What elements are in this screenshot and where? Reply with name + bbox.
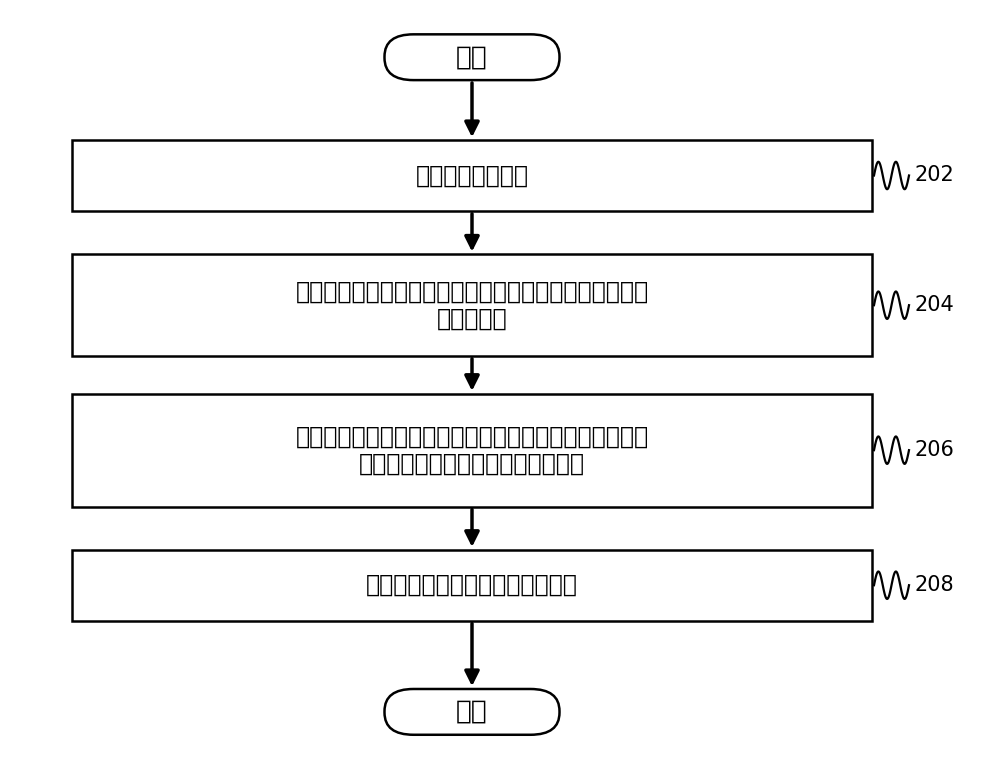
FancyBboxPatch shape: [384, 34, 559, 80]
Text: 获取第四视频图像: 获取第四视频图像: [416, 163, 528, 188]
Text: 开始: 开始: [456, 44, 488, 70]
Text: 将主要区域和次要区域的画质分别调整至第一预定画质和
第二预定画质，以得到第五视频图像: 将主要区域和次要区域的画质分别调整至第一预定画质和 第二预定画质，以得到第五视频…: [295, 424, 649, 476]
Text: 208: 208: [914, 575, 954, 595]
Text: 204: 204: [914, 295, 954, 315]
Text: 202: 202: [914, 166, 954, 185]
Text: 将第五视频图像传输至接收方终端: 将第五视频图像传输至接收方终端: [366, 573, 578, 597]
Bar: [72, 394, 872, 507]
FancyBboxPatch shape: [384, 689, 559, 735]
Bar: [72, 255, 872, 356]
Bar: [72, 140, 872, 211]
Text: 206: 206: [914, 440, 954, 460]
Text: 结束: 结束: [456, 699, 488, 725]
Bar: [72, 549, 872, 621]
Text: 通过预定区域划分算法，将第四视频图像划分为主要区域
和次要区域: 通过预定区域划分算法，将第四视频图像划分为主要区域 和次要区域: [295, 279, 649, 331]
